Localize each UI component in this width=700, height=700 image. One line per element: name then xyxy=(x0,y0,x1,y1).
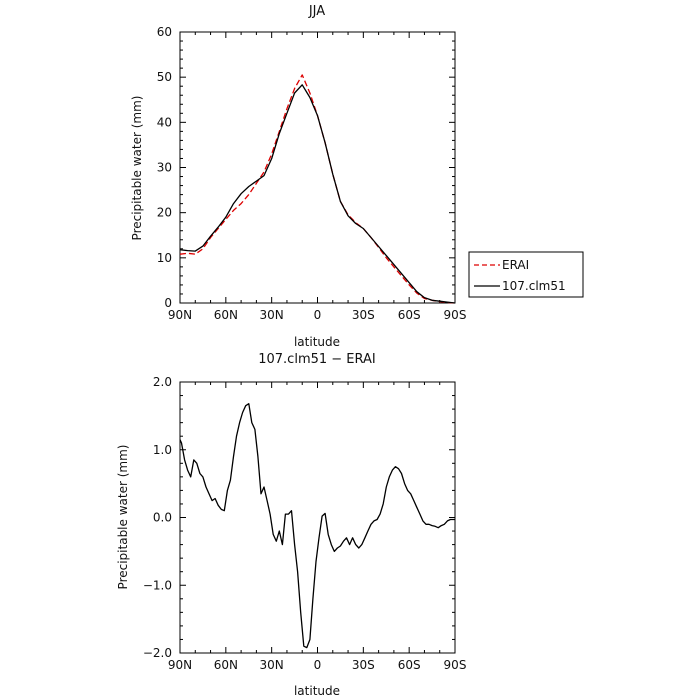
bottom-x-tick-label: 30N xyxy=(260,658,284,672)
top-panel-jja: JJA latitude Precipitable water (mm) ERA… xyxy=(130,4,584,349)
top-legend: ERAI 107.clm51 xyxy=(468,251,584,298)
bottom-x-tick-label: 60N xyxy=(214,658,238,672)
bottom-y-tick-label: 0.0 xyxy=(153,511,172,525)
bottom-y-tick-label: −2.0 xyxy=(143,646,172,660)
top-y-tick-label: 60 xyxy=(157,25,172,39)
top-x-tick-label: 60N xyxy=(214,308,238,322)
bottom-y-tick-label: −1.0 xyxy=(143,578,172,592)
bottom-x-axis-label: latitude xyxy=(294,684,340,698)
bottom-series-line-difference xyxy=(179,403,455,649)
top-x-tick-label: 0 xyxy=(314,308,322,322)
top-x-tick-label: 90N xyxy=(168,308,192,322)
top-y-tick-label: 40 xyxy=(157,115,172,129)
legend-label-107-clm51: 107.clm51 xyxy=(502,279,566,293)
top-y-tick-label: 50 xyxy=(157,70,172,84)
top-x-tick-label: 30N xyxy=(260,308,284,322)
bottom-y-tick-label: 2.0 xyxy=(153,375,172,389)
bottom-x-tick-label: 90S xyxy=(444,658,467,672)
legend-box xyxy=(468,251,584,298)
top-y-tick-label: 20 xyxy=(157,206,172,220)
bottom-x-tick-label: 0 xyxy=(314,658,322,672)
bottom-y-axis-label: Precipitable water (mm) xyxy=(116,445,130,590)
top-plot-frame xyxy=(179,31,456,304)
top-y-tick-label: 0 xyxy=(164,296,172,310)
top-chart-title: JJA xyxy=(308,4,325,19)
top-x-tick-label: 90S xyxy=(444,308,467,322)
bottom-chart-title: 107.clm51 − ERAI xyxy=(258,352,376,367)
top-series-line-erai xyxy=(179,74,456,304)
bottom-x-tick-label: 30S xyxy=(352,658,375,672)
top-x-tick-label: 30S xyxy=(352,308,375,322)
bottom-plot-frame xyxy=(179,381,456,654)
top-x-tick-label: 60S xyxy=(398,308,421,322)
top-series-line-107-clm51 xyxy=(179,84,456,304)
top-x-axis-label: latitude xyxy=(294,335,340,349)
top-y-tick-label: 10 xyxy=(157,251,172,265)
bottom-x-tick-label: 60S xyxy=(398,658,421,672)
legend-label-erai: ERAI xyxy=(502,258,529,272)
top-y-tick-label: 30 xyxy=(157,161,172,175)
top-y-axis-label: Precipitable water (mm) xyxy=(130,96,144,241)
bottom-y-tick-label: 1.0 xyxy=(153,443,172,457)
bottom-x-tick-label: 90N xyxy=(168,658,192,672)
bottom-panel-difference: 107.clm51 − ERAI latitude Precipitable w… xyxy=(116,352,466,698)
